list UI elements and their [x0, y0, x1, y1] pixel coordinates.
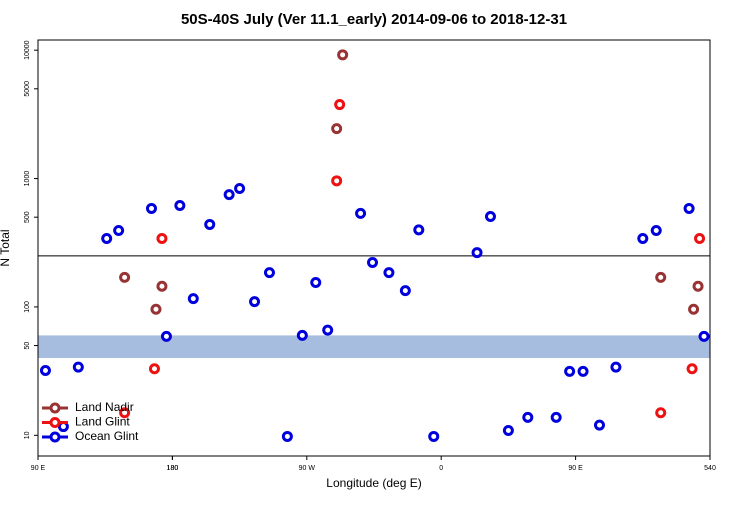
- x-tick-label: 0: [439, 465, 443, 472]
- point: [637, 233, 649, 245]
- point: [119, 407, 131, 419]
- point: [148, 363, 160, 375]
- band: [38, 335, 710, 359]
- legend-marker: [49, 417, 61, 428]
- x-axis-label: Longitude (deg E): [326, 476, 421, 490]
- point: [610, 361, 622, 373]
- y-tick-label: 10: [24, 431, 31, 439]
- point: [355, 207, 367, 219]
- legend-marker: [49, 402, 61, 414]
- point: [698, 330, 710, 342]
- x-tick-label: 90 W: [299, 465, 316, 472]
- point: [502, 425, 514, 437]
- x-tick-label: 90 E: [568, 465, 583, 472]
- y-tick-label: 5000: [24, 81, 31, 97]
- point: [413, 224, 425, 236]
- point: [331, 123, 343, 135]
- point: [688, 303, 700, 315]
- point: [156, 280, 168, 292]
- point: [367, 256, 379, 268]
- point: [119, 271, 131, 283]
- point: [655, 271, 667, 283]
- point: [428, 430, 440, 442]
- point: [281, 430, 293, 442]
- point: [692, 280, 704, 292]
- legend-label: Ocean Glint: [75, 429, 139, 443]
- legend-label: Land Glint: [75, 415, 130, 429]
- chart-title: 50S-40S July (Ver 11.1_early) 2014-09-06…: [181, 11, 567, 28]
- y-tick-label: 1000: [24, 171, 31, 187]
- point: [249, 296, 261, 308]
- point: [550, 411, 562, 423]
- point: [72, 361, 84, 373]
- y-tick-label: 10000: [24, 40, 31, 60]
- point: [337, 49, 349, 61]
- point: [296, 329, 308, 341]
- point: [334, 99, 346, 111]
- point: [322, 324, 334, 336]
- point: [101, 233, 113, 245]
- point: [577, 365, 589, 377]
- point: [204, 218, 216, 230]
- point: [471, 247, 483, 259]
- y-tick-label: 100: [24, 301, 31, 313]
- x-tick-label: 180: [167, 465, 179, 472]
- point: [263, 267, 275, 279]
- point: [331, 175, 343, 187]
- point: [484, 211, 496, 223]
- point: [150, 303, 162, 315]
- point: [383, 267, 395, 279]
- plot-frame: [37, 39, 711, 457]
- point: [564, 365, 576, 377]
- x-tick-label: 180: [167, 465, 179, 472]
- point: [683, 202, 695, 214]
- y-tick-label: 500: [24, 211, 31, 223]
- point: [223, 189, 235, 201]
- point: [650, 224, 662, 236]
- x-tick-label: 90 E: [31, 465, 46, 472]
- point: [655, 407, 667, 419]
- x-tick-label: 540: [704, 465, 716, 472]
- point: [694, 233, 706, 245]
- point: [310, 276, 322, 288]
- point: [522, 411, 534, 423]
- y-axis-label: N Total: [0, 229, 12, 266]
- y-tick-label: 50: [24, 342, 31, 350]
- point: [187, 293, 199, 305]
- legend-marker: [49, 431, 61, 443]
- point: [39, 364, 51, 376]
- point: [174, 199, 186, 211]
- point: [145, 202, 157, 214]
- point: [156, 233, 168, 245]
- point: [399, 285, 411, 297]
- point: [160, 330, 172, 342]
- point: [113, 224, 125, 236]
- legend-label: Land Nadir: [75, 400, 134, 414]
- point: [686, 363, 698, 375]
- point: [234, 183, 246, 195]
- point: [593, 419, 605, 431]
